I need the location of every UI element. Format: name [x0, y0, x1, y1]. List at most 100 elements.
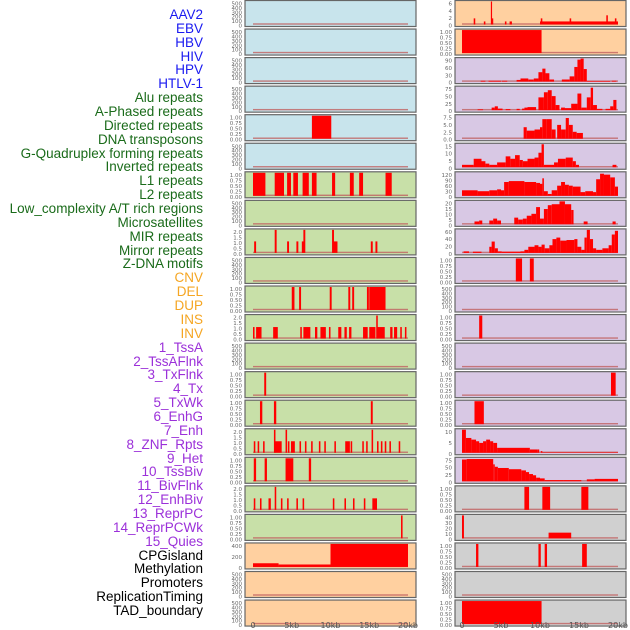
- track-label: DUP: [174, 298, 203, 314]
- panel-frame: [244, 28, 417, 56]
- data-bar: [542, 68, 546, 82]
- baseline: [462, 394, 618, 396]
- panel-frame: [454, 56, 627, 85]
- panel-background: [455, 343, 626, 370]
- data-bar: [462, 459, 467, 482]
- y-tick-label: 0.25: [440, 389, 453, 395]
- data-bar: [257, 441, 260, 453]
- data-bar: [525, 472, 530, 482]
- y-tick-label: 0.50: [230, 127, 243, 133]
- y-tick-label: 500: [232, 59, 243, 65]
- data-bar: [515, 155, 520, 168]
- data-bar: [330, 543, 408, 567]
- data-bar: [489, 220, 494, 225]
- panel-frame: [454, 456, 627, 484]
- y-tick-label: 1.00: [230, 373, 243, 379]
- panel-background: [245, 428, 416, 455]
- track-label: MIR repeats: [129, 228, 203, 244]
- panel-frame: [454, 513, 627, 542]
- y-tick-label: 0: [449, 166, 453, 172]
- y-tick-label: 0.75: [440, 321, 453, 327]
- y-tick-label: 200: [232, 215, 243, 221]
- x-tick-label: 15kb: [359, 621, 379, 630]
- panel-frame: [244, 171, 417, 199]
- y-tick-label: 1.00: [230, 287, 243, 293]
- y-tick-label: 0.25: [440, 47, 453, 53]
- data-bar: [566, 240, 575, 253]
- y-tick-label: 0.00: [440, 52, 453, 58]
- baseline: [462, 508, 618, 511]
- y-tick-label: 0.0: [233, 452, 242, 458]
- baseline: [253, 251, 408, 254]
- y-tick-label: 300: [442, 581, 453, 587]
- y-tick-label: 60: [445, 230, 452, 236]
- panel-frame: [244, 342, 417, 370]
- panel-background: [245, 600, 416, 627]
- data-bar: [463, 251, 470, 253]
- y-tick-label: 100: [442, 362, 453, 368]
- data-bar: [311, 115, 332, 139]
- y-tick-label: 0.0: [443, 138, 452, 144]
- y-tick-label: 0.25: [440, 275, 453, 281]
- track-label: INS: [180, 311, 203, 327]
- y-tick-label: 0.00: [440, 395, 453, 401]
- y-tick-label: 0.25: [230, 532, 243, 538]
- track-label: 7_Enh: [163, 422, 203, 438]
- y-tick-label: 0.75: [230, 178, 243, 184]
- y-tick-label: 200: [232, 586, 243, 592]
- baseline: [253, 508, 408, 511]
- y-tick-label: 0.75: [230, 378, 243, 384]
- data-bar: [528, 246, 535, 253]
- data-bar: [485, 163, 490, 168]
- y-tick-label: 300: [442, 353, 453, 359]
- y-tick-label: 500: [442, 344, 453, 350]
- y-tick-label: 0: [449, 195, 453, 201]
- track-label: 3_TxFlnk: [147, 367, 203, 383]
- data-bar: [304, 441, 307, 453]
- data-bar: [497, 467, 509, 482]
- data-bar: [559, 201, 565, 225]
- data-bar: [494, 106, 498, 111]
- track-label: 8_ZNF_Rpts: [126, 436, 203, 452]
- data-bar: [268, 498, 271, 510]
- x-tick-label: 20kb: [608, 621, 628, 630]
- data-bar: [522, 218, 527, 225]
- data-bar: [480, 80, 486, 82]
- data-bar: [259, 401, 263, 425]
- data-bar: [477, 191, 490, 196]
- y-tick-label: 400: [442, 577, 453, 583]
- panel-frame: [244, 542, 417, 570]
- y-tick-label: 0: [239, 81, 243, 87]
- track-label: HIV: [180, 48, 203, 64]
- data-bar: [540, 451, 543, 453]
- data-bar: [526, 130, 535, 139]
- y-tick-label: 0.25: [230, 389, 243, 395]
- panel-frame: [454, 285, 627, 313]
- data-bar: [352, 498, 355, 510]
- data-bar: [489, 246, 492, 253]
- data-bar: [462, 30, 542, 54]
- data-bar: [274, 229, 277, 253]
- track-panel: 2.01.51.00.50.0: [233, 313, 417, 344]
- data-bar: [481, 161, 486, 168]
- track-label: Alu repeats: [134, 90, 203, 106]
- panel-background: [245, 57, 416, 84]
- track-panel: 1.000.750.500.250.00: [440, 399, 627, 429]
- data-bar: [301, 241, 304, 253]
- panel-frame: [244, 228, 417, 256]
- y-tick-label: 20: [445, 526, 452, 532]
- y-tick-label: 1.00: [440, 544, 453, 550]
- y-tick-label: 400: [232, 63, 243, 69]
- data-bar: [524, 249, 529, 253]
- y-tick-label: 0.75: [440, 378, 453, 384]
- data-bar: [586, 97, 591, 111]
- y-tick-label: 0.75: [230, 121, 243, 127]
- panel-frame: [244, 513, 417, 542]
- data-bar: [519, 159, 523, 168]
- data-bar: [596, 179, 601, 196]
- y-tick-label: 0.50: [230, 412, 243, 418]
- track-label: 14_ReprPCWk: [112, 519, 203, 535]
- data-bar: [583, 69, 587, 82]
- y-tick-label: 2.5: [443, 130, 452, 136]
